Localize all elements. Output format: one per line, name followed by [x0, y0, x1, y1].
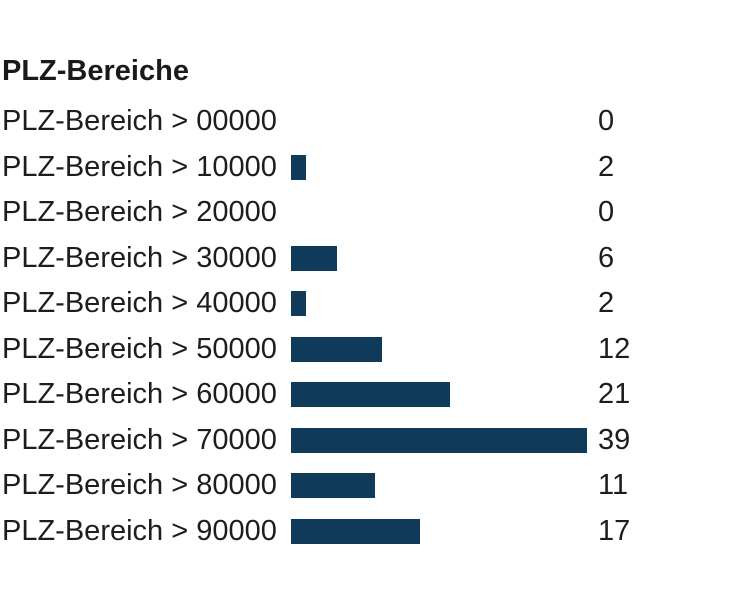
row-label: PLZ-Bereich > 10000	[2, 152, 277, 182]
chart-row: PLZ-Bereich > 50000 12	[0, 327, 735, 373]
row-bar-track	[291, 372, 598, 418]
row-bar-track	[291, 463, 598, 509]
row-bar-track	[291, 418, 598, 464]
row-value: 17	[598, 514, 631, 547]
row-label: PLZ-Bereich > 20000	[2, 198, 277, 228]
row-label: PLZ-Bereich > 70000	[2, 425, 277, 455]
row-bar	[291, 336, 383, 362]
chart-row: PLZ-Bereich > 60000 21	[0, 372, 735, 418]
chart-row: PLZ-Bereich > 40000 2	[0, 281, 735, 327]
row-label: PLZ-Bereich > 60000	[2, 380, 277, 410]
chart-row: PLZ-Bereich > 30000 6	[0, 236, 735, 282]
row-bar-track	[291, 145, 598, 191]
row-value: 2	[598, 287, 615, 320]
row-label: PLZ-Bereich > 00000	[2, 107, 277, 137]
row-bar-track	[291, 190, 598, 236]
row-bar	[291, 291, 307, 317]
row-bar	[291, 245, 337, 271]
row-value: 11	[598, 469, 629, 502]
row-bar	[291, 473, 375, 499]
row-label: PLZ-Bereich > 40000	[2, 289, 277, 319]
row-bar	[291, 154, 307, 180]
chart-row: PLZ-Bereich > 00000 0	[0, 99, 735, 145]
row-value: 6	[598, 241, 615, 274]
chart-rows: PLZ-Bereich > 00000 0 PLZ-Bereich > 1000…	[0, 99, 735, 554]
row-bar-track	[291, 99, 598, 145]
row-value: 39	[598, 423, 631, 456]
chart-row: PLZ-Bereich > 90000 17	[0, 509, 735, 555]
row-value: 21	[598, 378, 631, 411]
row-value: 12	[598, 332, 631, 365]
row-bar	[291, 382, 451, 408]
chart-row: PLZ-Bereich > 70000 39	[0, 418, 735, 464]
row-bar	[291, 427, 587, 453]
chart-row: PLZ-Bereich > 10000 2	[0, 145, 735, 191]
row-bar-track	[291, 327, 598, 373]
chart-row: PLZ-Bereich > 20000 0	[0, 190, 735, 236]
row-value: 0	[598, 196, 615, 229]
row-bar	[291, 518, 420, 544]
row-label: PLZ-Bereich > 90000	[2, 516, 277, 546]
row-label: PLZ-Bereich > 80000	[2, 471, 277, 501]
row-label: PLZ-Bereich > 30000	[2, 243, 277, 273]
row-bar-track	[291, 281, 598, 327]
chart-title: PLZ-Bereiche	[2, 55, 189, 87]
row-bar-track	[291, 509, 598, 555]
row-value: 0	[598, 105, 615, 138]
row-bar-track	[291, 236, 598, 282]
chart-row: PLZ-Bereich > 80000 11	[0, 463, 735, 509]
row-label: PLZ-Bereich > 50000	[2, 334, 277, 364]
row-value: 2	[598, 150, 615, 183]
